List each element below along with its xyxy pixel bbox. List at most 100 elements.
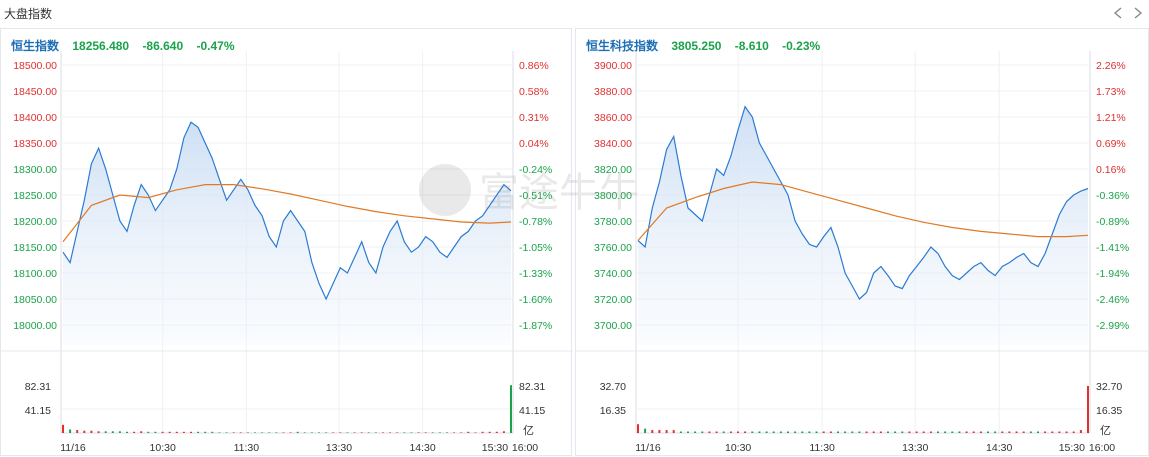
volume-bar [310,432,313,433]
price-tick-label: 18050.00 [13,294,57,306]
volume-bar [987,431,989,433]
volume-bar [1001,431,1004,433]
volume-bar [76,430,79,433]
price-tick-label: 3700.00 [594,320,632,332]
volume-bar [1065,431,1068,433]
pct-tick-label: -2.99% [1096,320,1129,332]
volume-bar [844,431,847,433]
pct-tick-label: 1.73% [1096,86,1126,98]
hstech-quote-row: 恒生科技指数 3805.250 -8.610 -0.23% [586,37,830,54]
volume-bar [1051,431,1054,433]
volume-bar [254,432,256,433]
price-tick-label: 3740.00 [594,268,632,280]
volume-bar [1058,431,1061,433]
volume-bar [83,430,86,433]
volume-bar [424,432,427,433]
time-axis-label: 11:30 [809,442,835,454]
volume-bar [744,431,747,433]
volume-bar [715,431,718,433]
volume-bar [453,432,456,433]
volume-bar [958,431,961,433]
price-tick-label: 18150.00 [13,242,57,254]
price-tick-label: 18400.00 [13,112,57,124]
hsi-quote-row: 恒生指数 18256.480 -86.640 -0.47% [11,37,245,54]
volume-tick-label: 16.35 [1096,405,1122,417]
volume-bar [765,431,768,433]
price-line [637,105,1089,300]
hsi-chart-panel[interactable]: 恒生指数 18256.480 -86.640 -0.47% 18500.00 18… [0,28,573,456]
index-price: 3805.250 [671,39,722,53]
pct-tick-label: -0.24% [519,164,552,176]
time-axis-label: 15:30 [482,442,508,454]
volume-bar [403,432,406,433]
next-page-button[interactable] [1130,4,1146,22]
volume-bar [887,431,889,433]
futu-logo-icon: 富途牛牛 [419,164,639,216]
price-area-fill [638,106,1088,345]
volume-bar [737,431,739,433]
time-axis-label: 11:30 [234,442,260,454]
volume-tick-label: 82.31 [519,381,545,393]
volume-bar [651,430,654,433]
volume-bar [104,431,107,433]
pct-tick-label: 1.21% [1096,112,1126,124]
volume-bar [908,431,911,433]
volume-bar [62,424,64,433]
price-tick-label: 18350.00 [13,138,57,150]
volume-bar [289,432,292,433]
pct-tick-label: -1.87% [519,320,552,332]
volume-bar [140,431,143,433]
pct-tick-label: 0.04% [519,138,549,150]
price-tick-label: 3780.00 [594,216,632,228]
volume-tick-label: 41.15 [25,405,51,417]
price-tick-label: 3840.00 [594,138,632,150]
volume-bar [126,431,128,433]
volume-bar [211,431,214,433]
index-change: -86.640 [142,39,184,53]
volume-bar [225,432,228,433]
volume-bar [232,432,235,433]
volume-bar [360,432,363,433]
volume-bar [1072,431,1075,433]
hsi-intraday-chart: 18500.00 18450.00 18400.00 18350.00 18300.00… [1,51,573,454]
svg-text:富途牛牛: 富途牛牛 [479,170,639,216]
price-tick-label: 18000.00 [13,320,57,332]
time-axis-label: 14:30 [986,442,1012,454]
volume-tick-label: 82.31 [25,381,51,393]
volume-bar [204,431,207,433]
hstech-chart-panel[interactable]: 恒生科技指数 3805.250 -8.610 -0.23% 3900.00 388… [575,28,1149,456]
price-tick-label: 3880.00 [594,86,632,98]
volume-bar [758,431,761,433]
pct-tick-label: -1.94% [1096,268,1129,280]
volume-bar [161,431,164,433]
volume-bar [787,431,789,433]
volume-bar [865,431,868,433]
volume-bar [133,431,136,433]
pct-tick-label: -0.51% [519,190,552,202]
volume-bar [268,432,271,433]
index-name: 恒生科技指数 [586,39,659,53]
volume-bar [1015,431,1018,433]
volume-bar [1044,431,1047,433]
price-line [62,121,512,301]
prev-page-button[interactable] [1110,4,1126,22]
time-axis-label: 15:30 [1059,442,1085,454]
volume-bar [460,432,463,433]
volume-bar [410,432,413,433]
volume-bar [994,431,997,433]
pct-tick-label: -0.36% [1096,190,1129,202]
volume-bar [467,431,470,433]
time-axis-label: 11/16 [635,442,661,454]
volume-bar [446,432,448,433]
volume-bar [431,432,434,433]
volume-bar [168,431,171,433]
price-area-fill [63,122,511,345]
volume-bar [965,431,968,433]
volume-bar [694,431,697,433]
pct-tick-label: -1.60% [519,294,552,306]
volume-bar [1037,431,1039,433]
volume-bar [672,430,675,433]
pct-tick-label: 0.16% [1096,164,1126,176]
volume-bar [510,385,512,433]
volume-bar [772,431,775,433]
